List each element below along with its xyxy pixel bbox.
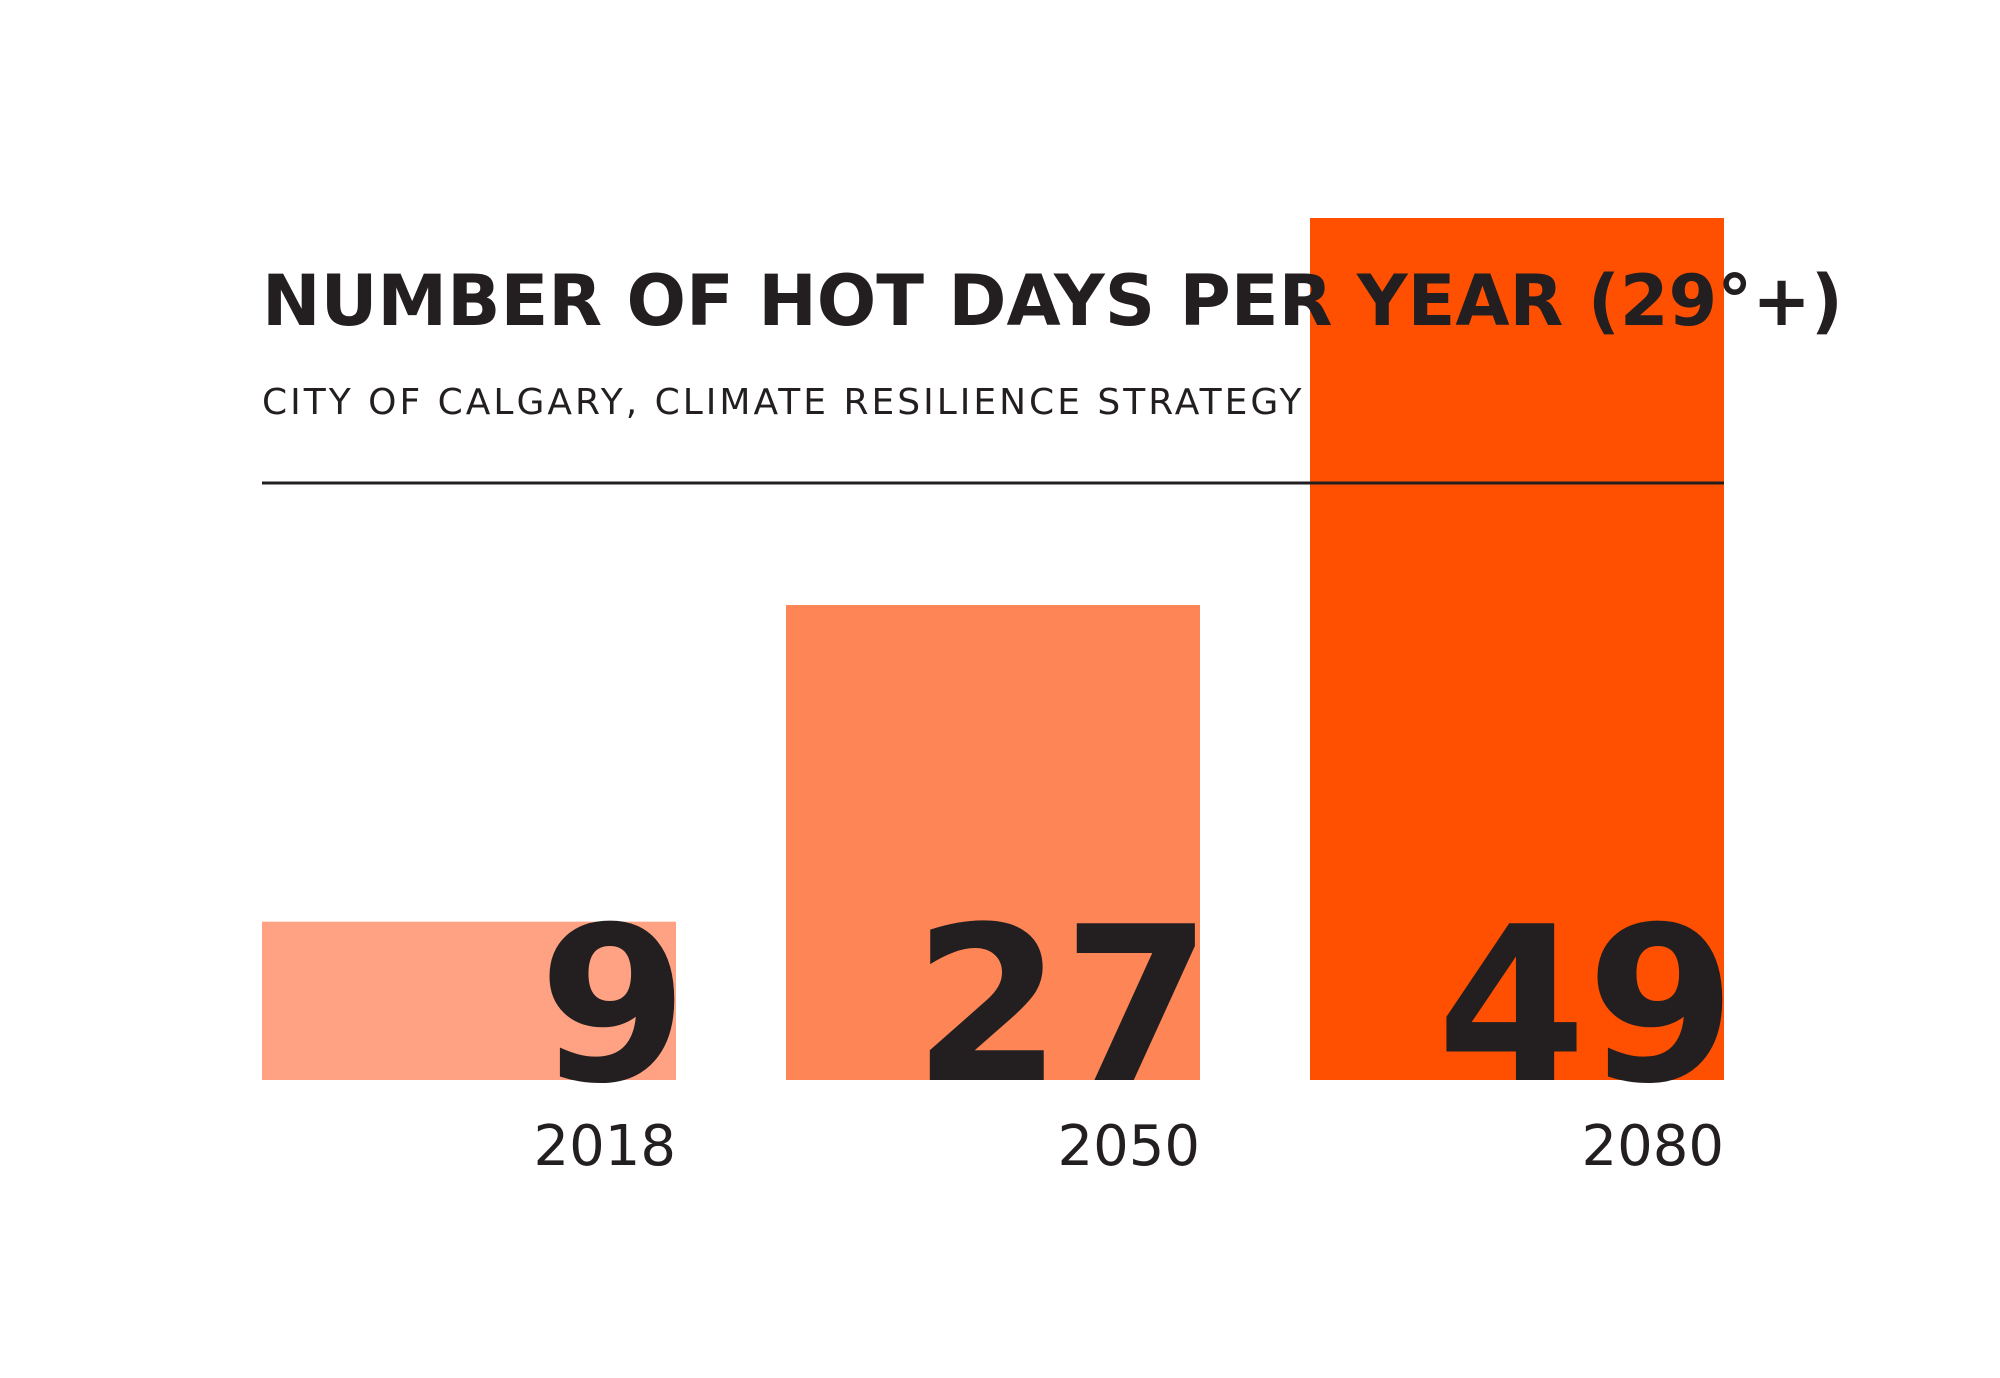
category-label-2018: 2018	[533, 1114, 676, 1179]
category-label-2050: 2050	[1057, 1114, 1200, 1179]
bar-2018	[262, 921, 676, 1080]
value-label-2050: 27	[913, 880, 1212, 1131]
value-label-2080: 49	[1437, 880, 1736, 1131]
value-label-2018: 9	[538, 880, 688, 1131]
bar-2050	[786, 605, 1200, 1080]
chart-title: NUMBER OF HOT DAYS PER YEAR (29°+)	[262, 260, 1843, 342]
category-label-2080: 2080	[1581, 1114, 1724, 1179]
bar-2080	[1310, 218, 1724, 1080]
bars-layer	[262, 218, 1724, 1080]
chart-subtitle: CITY OF CALGARY, CLIMATE RESILIENCE STRA…	[262, 382, 1304, 423]
